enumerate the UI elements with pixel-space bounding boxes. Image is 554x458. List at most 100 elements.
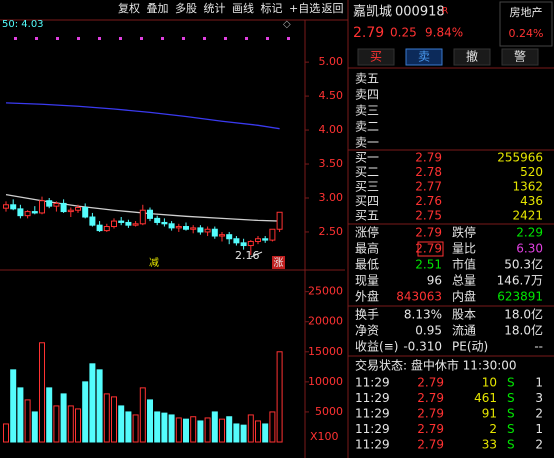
trade-count: 3 (535, 391, 543, 405)
ask-label: 卖二 (355, 120, 379, 134)
volume-bar (24, 399, 31, 443)
stat-label: 涨停 (355, 225, 379, 240)
price: 2.79 (353, 25, 384, 41)
toolbar-button[interactable]: 返回 (322, 2, 344, 15)
trade-price: 2.79 (417, 422, 444, 436)
trade-price: 2.79 (417, 376, 444, 390)
volume-bar (247, 414, 254, 443)
candle-body (269, 228, 276, 241)
stat-value: 18.0亿 (504, 307, 543, 322)
bid-label: 买四 (355, 194, 379, 208)
stat-value: -0.310 (403, 340, 442, 354)
ask-label: 卖五 (355, 72, 379, 86)
volume-bar (233, 423, 240, 443)
toolbar-button[interactable]: 统计 (204, 2, 226, 15)
volume-bar (183, 418, 189, 443)
volume-bar (269, 411, 276, 443)
candle-body (219, 234, 225, 237)
volume-bar (211, 411, 218, 443)
button-box[interactable] (405, 48, 443, 66)
sector[interactable]: 房地产 (510, 5, 543, 19)
marker-cut: 减 (149, 257, 159, 269)
toolbar-button[interactable]: +自选 (289, 2, 320, 15)
candle-body (247, 240, 254, 247)
trade-count: 1 (535, 376, 543, 390)
volume-bar (96, 369, 103, 443)
trade-volume: 10 (482, 376, 497, 390)
trade-count: 1 (535, 422, 543, 436)
volume-bar (197, 420, 204, 443)
toolbar-button[interactable]: 多股 (175, 1, 197, 15)
bid-price: 2.76 (415, 194, 442, 208)
volume-bar (204, 417, 211, 443)
stat-label: 流通 (452, 324, 476, 338)
volume-bar (219, 418, 225, 443)
candle-body (3, 204, 9, 209)
y-tick-label: 15000 (308, 345, 343, 358)
ask-label: 卖一 (355, 136, 379, 150)
marker-box (272, 256, 285, 269)
trade-time: 11:29 (355, 407, 390, 421)
toolbar-button[interactable]: 画线 (232, 1, 254, 15)
stat-label: 外盘 (355, 289, 379, 304)
button[interactable]: 警 (514, 49, 526, 64)
volume-bar (226, 416, 233, 443)
bid-price: 2.78 (415, 165, 442, 179)
candle-body (10, 204, 17, 210)
stat-label: 现量 (355, 274, 379, 288)
button-box[interactable] (357, 48, 395, 66)
volume-bar (67, 405, 74, 443)
stat-label: 量比 (452, 242, 476, 256)
signal-dot (266, 37, 269, 40)
trade-price: 2.79 (417, 438, 444, 452)
stat-label: PE(动) (452, 340, 488, 354)
status: 交易状态: 盘中休市 11:30:00 (355, 358, 517, 373)
toolbar-button[interactable]: 复权 (118, 1, 140, 15)
candle-body (60, 202, 67, 213)
y-tick-label: 5.00 (319, 55, 344, 68)
button[interactable]: 买 (370, 50, 382, 64)
candle-body (154, 217, 161, 223)
trade-side: S (507, 407, 515, 421)
bid-volume: 436 (520, 194, 543, 208)
volume-bar (75, 408, 81, 443)
stat-label: 股本 (452, 308, 476, 322)
marker-box (147, 256, 161, 269)
stat-value: 146.7万 (497, 274, 543, 288)
signal-dot (35, 37, 38, 40)
candle-body (233, 238, 240, 244)
volume-bar (3, 423, 9, 443)
trade-side: S (507, 376, 515, 390)
button-box[interactable] (453, 48, 491, 66)
stat-value: 2.79 (415, 242, 442, 256)
candle-body (67, 209, 74, 213)
volume-bar (111, 396, 117, 443)
candle-body (190, 227, 197, 230)
candle-body (31, 211, 38, 214)
stat-value: 623891 (497, 290, 543, 304)
signal-dot (245, 37, 248, 40)
volume-bar (190, 416, 197, 443)
button[interactable]: 卖 (418, 50, 430, 64)
stat-value: 2.51 (415, 258, 442, 272)
signal-dot (119, 37, 122, 40)
volume-bar (118, 405, 125, 443)
settings-icon: ◇ (283, 19, 291, 30)
candle-body (276, 211, 283, 230)
candle-body (96, 224, 103, 232)
stat-label: 最低 (355, 258, 379, 272)
volume-bar (31, 411, 38, 443)
y-tick-label: 3.00 (319, 191, 344, 204)
toolbar-button[interactable]: 标记 (261, 1, 283, 15)
button-box[interactable] (501, 48, 539, 66)
candle-body (46, 200, 53, 207)
volume-bar (103, 393, 110, 443)
volume-bar (147, 399, 153, 443)
signal-dot (98, 37, 101, 40)
y-tick-label: 3.50 (319, 157, 344, 170)
change-pct: 9.84% (425, 26, 463, 40)
button[interactable]: 撤 (466, 49, 478, 64)
toolbar-button[interactable]: 叠加 (147, 2, 169, 15)
volume-bar (17, 387, 24, 443)
signal-dot (140, 37, 143, 40)
